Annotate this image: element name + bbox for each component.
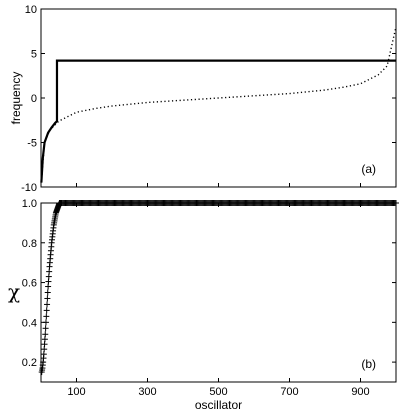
- chi-data-point: [44, 289, 51, 296]
- chi-y-tick-label: 0.2: [22, 357, 37, 369]
- dotted-frequency-series: [40, 26, 397, 183]
- chi-x-tick-label: 700: [280, 386, 298, 398]
- chi-x-tick-label: 300: [138, 386, 156, 398]
- chi-y-tick-label: 0.4: [22, 317, 37, 329]
- frequency-y-tick-label: 0: [31, 93, 37, 105]
- chi-data-point: [393, 200, 399, 206]
- chi-data-point: [42, 325, 49, 332]
- chi-x-ticks: 100 300 500 700 900: [67, 203, 370, 398]
- frequency-panel: -10 -5 0 5 10 frequency (a): [9, 4, 397, 194]
- frequency-y-tick-label: 5: [31, 49, 37, 61]
- chi-data-point: [43, 307, 50, 314]
- chi-y-axis-label: χ: [8, 280, 20, 304]
- chi-x-tick-label: 900: [351, 386, 369, 398]
- chi-series: [38, 200, 399, 376]
- chi-data-point: [44, 295, 51, 302]
- frequency-y-tick-label: -10: [21, 182, 37, 194]
- chi-y-tick-label: 1.0: [22, 198, 37, 210]
- chi-y-ticks: 0.2 0.4 0.6 0.8 1.0: [22, 198, 396, 369]
- chi-data-point: [43, 313, 50, 320]
- frequency-y-tick-label: -5: [27, 138, 37, 150]
- solid-frequency-series: [40, 59, 396, 183]
- chi-data-point: [42, 319, 49, 326]
- chi-panel: 0.2 0.4 0.6 0.8 1.0 100 300 500 700 900 χ oscill…: [8, 198, 399, 412]
- panel-label-b: (b): [361, 357, 376, 371]
- chi-plot-frame: [40, 202, 397, 383]
- panel-label-a: (a): [361, 162, 376, 176]
- chi-data-point: [44, 301, 51, 308]
- frequency-y-ticks: -10 -5 0 5 10: [21, 4, 396, 194]
- chi-x-tick-label: 100: [67, 386, 85, 398]
- chi-y-tick-label: 0.6: [22, 278, 37, 290]
- chi-data-point: [42, 331, 49, 338]
- frequency-y-tick-label: 10: [25, 4, 37, 16]
- chi-x-tick-label: 500: [209, 386, 227, 398]
- oscillator-x-axis-label: oscillator: [195, 398, 242, 412]
- chi-y-tick-label: 0.8: [22, 238, 37, 250]
- frequency-series: [40, 26, 397, 183]
- frequency-y-axis-label: frequency: [9, 72, 23, 125]
